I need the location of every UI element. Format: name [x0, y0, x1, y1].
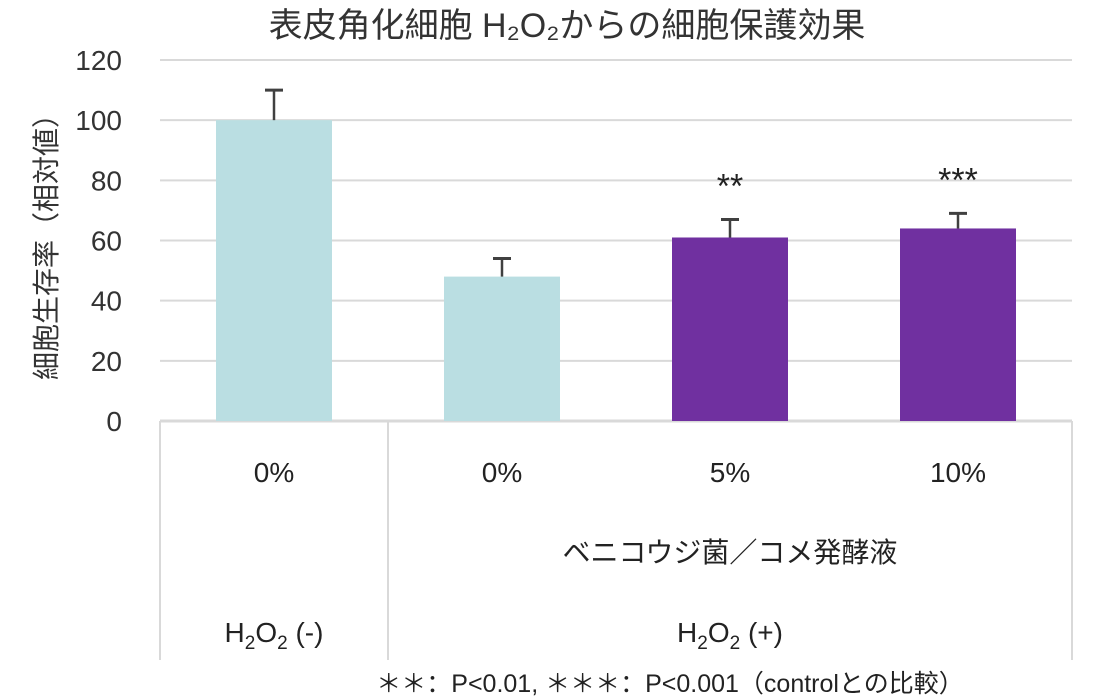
formula-sub: 2: [277, 633, 288, 654]
category-label: 5%: [710, 457, 750, 488]
formula-sub: 2: [245, 633, 256, 654]
category-label: 0%: [254, 457, 294, 488]
y-tick-label: 40: [91, 286, 122, 317]
category-label: 0%: [482, 457, 522, 488]
formula-o: O: [708, 617, 730, 648]
formula-o: O: [255, 617, 277, 648]
significance-marker: ***: [938, 161, 978, 199]
formula-suffix: (-): [288, 617, 324, 648]
formula-h: H: [677, 617, 697, 648]
category-label: 10%: [930, 457, 986, 488]
y-tick-label: 60: [91, 226, 122, 257]
y-axis-label: 細胞生存率（相対値）: [31, 100, 62, 380]
bar: [900, 228, 1016, 421]
bar: [216, 120, 332, 422]
y-tick-label: 0: [106, 406, 122, 437]
footnote: ＊＊：P<0.01, ＊＊＊：P<0.001（controlとの比較）: [376, 670, 963, 698]
y-tick-label: 80: [91, 165, 122, 196]
formula-sub: 2: [697, 633, 708, 654]
group-label-h2o2: H2O2 (+): [677, 617, 783, 654]
significance-marker: **: [717, 167, 743, 205]
formula-h: H: [225, 617, 245, 648]
y-tick-label: 100: [75, 105, 122, 136]
formula-suffix: (+): [740, 617, 783, 648]
bar: [672, 237, 788, 421]
chart-title: 表皮角化細胞 H₂O₂からの細胞保護効果: [269, 7, 866, 45]
group-label-sample: ベニコウジ菌／コメ発酵液: [563, 537, 898, 568]
y-tick-label: 20: [91, 346, 122, 377]
y-tick-label: 120: [75, 45, 122, 76]
group-label-h2o2: H2O2 (-): [225, 617, 324, 654]
formula-sub: 2: [730, 633, 741, 654]
bar: [444, 276, 560, 421]
